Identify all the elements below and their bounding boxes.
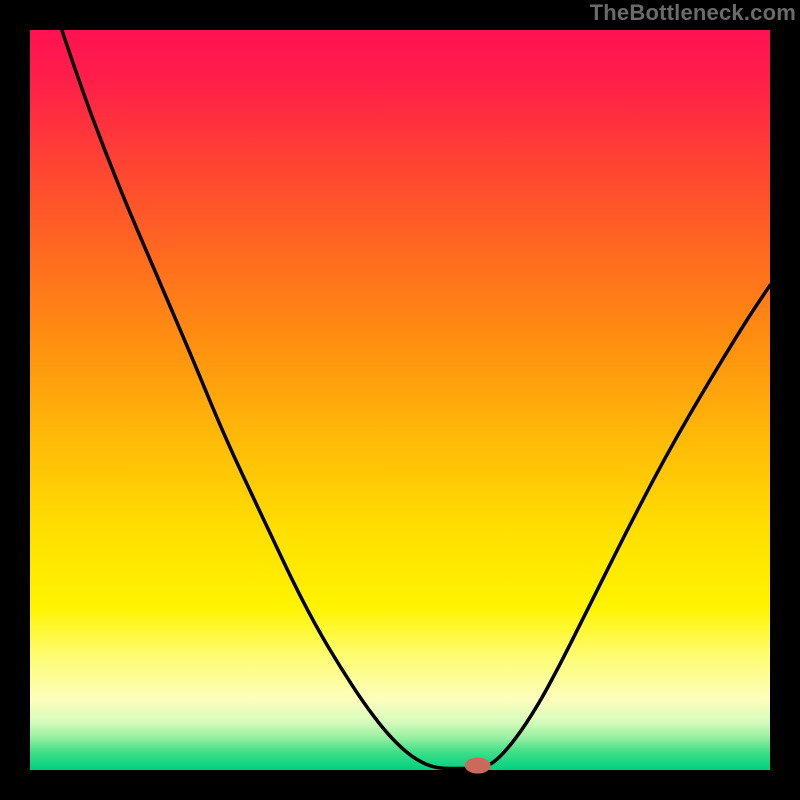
- chart-svg: [0, 0, 800, 800]
- optimal-marker: [465, 758, 491, 774]
- watermark-text: TheBottleneck.com: [590, 0, 796, 26]
- bottleneck-chart: TheBottleneck.com: [0, 0, 800, 800]
- chart-plot-area: [30, 30, 770, 770]
